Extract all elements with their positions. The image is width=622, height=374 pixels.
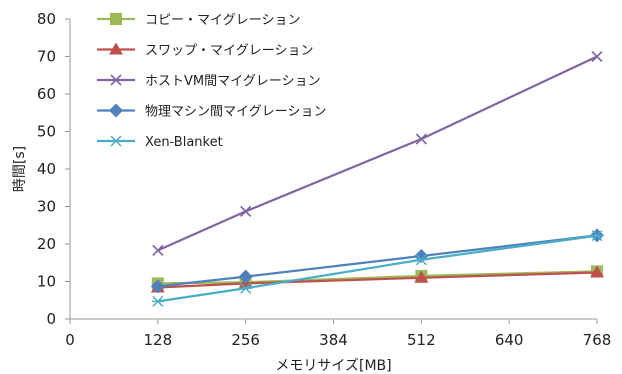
legend-label: Xen-Blanket bbox=[145, 135, 223, 150]
series-line bbox=[157, 271, 598, 289]
x-axis-ticks: 0 128 256 384 512 640 768 bbox=[65, 319, 611, 349]
x-tick-label: 128 bbox=[144, 331, 173, 349]
series-0 bbox=[151, 265, 603, 290]
legend-swatch-marker bbox=[110, 135, 122, 147]
legend-item: ホストVM間マイグレーション bbox=[97, 74, 321, 89]
legend-swatch-marker bbox=[109, 42, 123, 55]
series-line bbox=[157, 270, 598, 285]
data-point bbox=[152, 244, 164, 256]
legend-item: 物理マシン間マイグレーション bbox=[97, 103, 326, 120]
data-point bbox=[415, 133, 427, 145]
y-axis-title: 時間[s] bbox=[12, 146, 28, 192]
series-2 bbox=[152, 50, 603, 256]
legend-label: スワップ・マイグレーション bbox=[145, 44, 313, 59]
x-axis-title: メモリサイズ[MB] bbox=[275, 358, 391, 374]
x-tick-label: 384 bbox=[319, 331, 348, 349]
data-point bbox=[150, 279, 165, 294]
x-tick-label: 640 bbox=[495, 331, 524, 349]
data-point bbox=[414, 270, 429, 283]
data-point bbox=[415, 254, 428, 266]
x-tick-label: 768 bbox=[583, 331, 612, 349]
data-point bbox=[151, 295, 164, 307]
series-line bbox=[157, 234, 598, 303]
series-line bbox=[157, 55, 598, 252]
x-tick-label: 512 bbox=[407, 331, 436, 349]
y-tick-label: 60 bbox=[37, 85, 56, 103]
data-point bbox=[239, 282, 252, 294]
series-line bbox=[157, 234, 598, 288]
legend-swatch-marker bbox=[109, 103, 123, 118]
legend-item: Xen-Blanket bbox=[97, 135, 223, 150]
y-tick-label: 70 bbox=[37, 48, 56, 66]
legend-label: ホストVM間マイグレーション bbox=[145, 74, 321, 89]
legend-label: コピー・マイグレーション bbox=[145, 13, 300, 28]
legend: コピー・マイグレーションスワップ・マイグレーションホストVM間マイグレーション物… bbox=[97, 13, 326, 150]
legend-item: スワップ・マイグレーション bbox=[97, 42, 313, 59]
data-point bbox=[591, 230, 603, 242]
y-tick-label: 20 bbox=[37, 235, 56, 253]
legend-item: コピー・マイグレーション bbox=[97, 13, 300, 28]
y-tick-label: 30 bbox=[37, 198, 56, 216]
data-point bbox=[590, 265, 604, 278]
x-tick-label: 0 bbox=[65, 331, 75, 349]
y-tick-label: 10 bbox=[37, 273, 56, 291]
data-point bbox=[240, 205, 252, 217]
data-point bbox=[591, 50, 603, 63]
y-axis-ticks: 0 10 20 30 40 50 60 70 80 bbox=[37, 10, 70, 328]
legend-label: 物理マシン間マイグレーション bbox=[145, 105, 326, 120]
series-4 bbox=[151, 230, 603, 307]
y-tick-label: 0 bbox=[46, 310, 56, 328]
y-tick-label: 50 bbox=[37, 123, 56, 141]
data-point bbox=[238, 269, 253, 284]
x-tick-label: 256 bbox=[231, 331, 260, 349]
y-tick-label: 80 bbox=[37, 10, 56, 28]
y-tick-label: 40 bbox=[37, 160, 56, 178]
legend-swatch-marker bbox=[110, 13, 122, 25]
series-layer bbox=[150, 50, 604, 307]
legend-swatch-marker bbox=[110, 74, 122, 86]
